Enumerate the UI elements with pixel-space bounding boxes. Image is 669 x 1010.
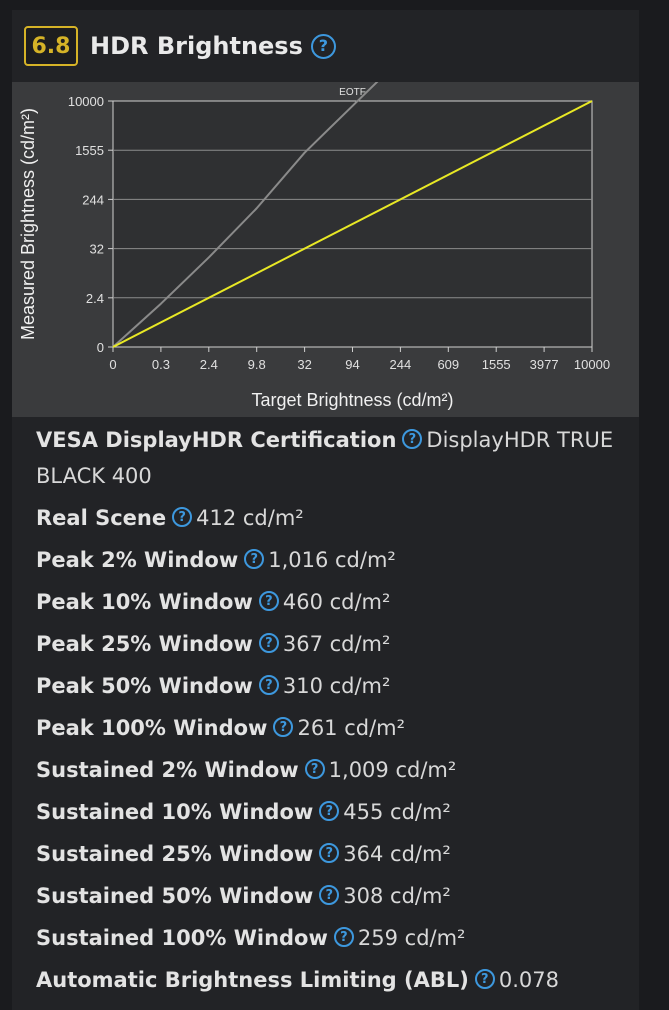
x-tick-label: 32 xyxy=(297,357,311,372)
hdr-brightness-card: 6.8 HDR Brightness ? 0 2.4 32 244 1555 10000 0… xyxy=(12,0,639,1010)
measurement-label: Peak 2% Window xyxy=(36,548,239,572)
help-icon[interactable]: ? xyxy=(273,717,294,737)
measurement-label: Sustained 2% Window xyxy=(36,758,299,782)
measurement-label: Sustained 25% Window xyxy=(36,842,314,866)
measurement-row: Sustained 100% Window? 259 cd/m² xyxy=(36,920,626,956)
measurement-label: Sustained 100% Window xyxy=(36,926,328,950)
measurement-value: 455 cd/m² xyxy=(343,800,451,824)
x-tick-label: 609 xyxy=(437,357,459,372)
measurement-label: Automatic Brightness Limiting (ABL) xyxy=(36,968,469,992)
x-tick-label: 2.4 xyxy=(200,357,218,372)
x-tick-label: 0 xyxy=(109,357,116,372)
help-icon[interactable]: ? xyxy=(258,633,279,653)
y-tick-label: 32 xyxy=(90,242,104,257)
measurement-row: Peak 25% Window? 367 cd/m² xyxy=(36,626,626,662)
y-tick-label: 244 xyxy=(82,192,104,207)
y-tick-label: 2.4 xyxy=(86,291,104,306)
section-header: 6.8 HDR Brightness ? xyxy=(24,24,336,68)
measurement-row: Sustained 25% Window? 364 cd/m² xyxy=(36,836,626,872)
measurement-value: 0.078 xyxy=(498,968,559,992)
measurement-list: VESA DisplayHDR Certification? DisplayHDR… xyxy=(36,422,626,1004)
help-icon[interactable]: ? xyxy=(172,507,193,527)
chart-title: EOTF xyxy=(339,87,366,98)
measurement-value: DisplayHDR TRUE BLACK 400 xyxy=(36,428,614,488)
measurement-label: Peak 100% Window xyxy=(36,716,268,740)
x-tick-label: 1555 xyxy=(482,357,511,372)
section-title: HDR Brightness xyxy=(90,32,303,60)
measurement-value: 310 cd/m² xyxy=(282,674,391,698)
measurement-value: 308 cd/m² xyxy=(343,884,451,908)
measurement-row: Sustained 10% Window? 455 cd/m² xyxy=(36,794,626,830)
measurement-value: 367 cd/m² xyxy=(282,632,391,656)
x-tick-label: 0.3 xyxy=(152,357,170,372)
help-icon[interactable]: ? xyxy=(258,591,279,611)
help-icon[interactable]: ? xyxy=(244,549,265,569)
help-icon[interactable]: ? xyxy=(310,33,336,59)
y-tick-label: 10000 xyxy=(68,94,104,109)
measurement-label: Peak 25% Window xyxy=(36,632,253,656)
help-icon[interactable]: ? xyxy=(319,801,340,821)
measurement-value: 460 cd/m² xyxy=(282,590,391,614)
target-eotf-line xyxy=(112,100,593,348)
measurement-value: 412 cd/m² xyxy=(196,506,304,530)
measurement-value: 259 cd/m² xyxy=(357,926,466,950)
help-icon[interactable]: ? xyxy=(304,759,325,779)
measurement-row: Peak 100% Window? 261 cd/m² xyxy=(36,710,626,746)
help-icon[interactable]: ? xyxy=(402,429,423,449)
measurement-label: Sustained 50% Window xyxy=(36,884,314,908)
x-tick-label: 3977 xyxy=(530,357,559,372)
y-tick-label: 0 xyxy=(97,340,104,355)
measurement-value: 364 cd/m² xyxy=(343,842,451,866)
measurement-row: Peak 10% Window? 460 cd/m² xyxy=(36,584,626,620)
eotf-chart-svg: 0 2.4 32 244 1555 10000 0 0.3 2.4 9.8 32 94 244 609 15… xyxy=(18,0,610,410)
measurement-value: 1,016 cd/m² xyxy=(268,548,396,572)
x-tick-label: 9.8 xyxy=(248,357,266,372)
measurement-label: VESA DisplayHDR Certification xyxy=(36,428,397,452)
score-badge: 6.8 xyxy=(24,26,78,66)
measurement-row: Sustained 2% Window? 1,009 cd/m² xyxy=(36,752,626,788)
help-icon[interactable]: ? xyxy=(319,843,340,863)
measurement-row: Peak 50% Window? 310 cd/m² xyxy=(36,668,626,704)
eotf-chart: 0 2.4 32 244 1555 10000 0 0.3 2.4 9.8 32 94 244 609 15… xyxy=(12,0,639,417)
measurement-row: Sustained 50% Window? 308 cd/m² xyxy=(36,878,626,914)
help-icon[interactable]: ? xyxy=(333,927,354,947)
help-icon[interactable]: ? xyxy=(319,885,340,905)
measurement-row: Real Scene? 412 cd/m² xyxy=(36,500,626,536)
measurement-row: Automatic Brightness Limiting (ABL)? 0.07… xyxy=(36,962,626,998)
x-axis-label: Target Brightness (cd/m²) xyxy=(251,390,453,410)
measurement-label: Real Scene xyxy=(36,506,167,530)
measurement-value: 1,009 cd/m² xyxy=(328,758,457,782)
x-tick-label: 244 xyxy=(390,357,412,372)
measurement-label: Peak 50% Window xyxy=(36,674,253,698)
x-tick-label: 10000 xyxy=(574,357,610,372)
measurement-label: Sustained 10% Window xyxy=(36,800,314,824)
help-icon[interactable]: ? xyxy=(474,969,495,989)
measurement-row: Peak 2% Window? 1,016 cd/m² xyxy=(36,542,626,578)
y-tick-label: 1555 xyxy=(75,143,104,158)
x-tick-label: 94 xyxy=(345,357,359,372)
y-axis-label: Measured Brightness (cd/m²) xyxy=(18,108,38,340)
measurement-label: Peak 10% Window xyxy=(36,590,253,614)
help-icon[interactable]: ? xyxy=(258,675,279,695)
measurement-row: VESA DisplayHDR Certification? DisplayHDR… xyxy=(36,422,626,494)
measurement-value: 261 cd/m² xyxy=(297,716,406,740)
